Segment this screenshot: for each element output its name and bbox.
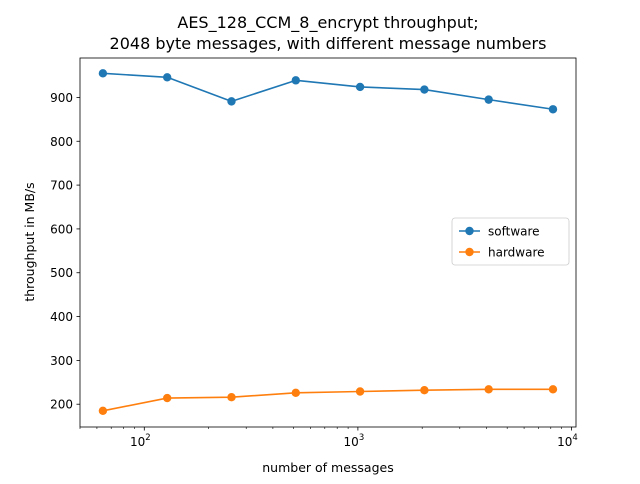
- x-tick-label-exponent: 2: [145, 433, 150, 443]
- series-line-software: [102, 72, 554, 111]
- legend: software hardware: [451, 217, 570, 266]
- data-point-hardware: [162, 393, 172, 403]
- y-tick-label: 200: [50, 398, 73, 412]
- data-point-software: [98, 69, 108, 78]
- y-tick-label: 700: [50, 179, 73, 193]
- x-tick-label: 103: [344, 433, 365, 449]
- axes-frame: [79, 57, 577, 428]
- x-tick-label: 102: [130, 433, 151, 449]
- chart-title-line-2: 2048 byte messages, with different messa…: [110, 34, 547, 53]
- data-point-hardware: [355, 387, 365, 396]
- data-point-hardware: [227, 392, 236, 402]
- data-point-software: [355, 82, 365, 92]
- legend-marker-hardware: [465, 247, 474, 257]
- y-tick-label: 400: [50, 310, 73, 324]
- x-tick-label-base: 10: [557, 435, 572, 449]
- data-point-software: [162, 73, 172, 82]
- data-point-software: [291, 76, 300, 85]
- y-tick-label: 300: [50, 354, 73, 368]
- data-point-software: [548, 105, 558, 114]
- legend-box: [451, 217, 570, 266]
- chart-title-line-1: AES_128_CCM_8_encrypt throughput;: [177, 13, 478, 33]
- x-tick-label-base: 10: [344, 435, 359, 449]
- series-line-hardware: [102, 388, 553, 412]
- data-point-software: [227, 97, 236, 106]
- data-point-hardware: [291, 388, 300, 398]
- y-tick-label: 900: [50, 91, 73, 105]
- legend-marker-software: [465, 226, 474, 236]
- x-tick-label: 104: [557, 433, 578, 449]
- data-point-hardware: [98, 406, 108, 415]
- data-point-hardware: [548, 385, 558, 394]
- data-point-hardware: [484, 385, 493, 394]
- y-tick-label: 800: [50, 135, 73, 149]
- data-point-software: [420, 85, 429, 94]
- data-point-hardware: [420, 385, 429, 395]
- legend-label-hardware: hardware: [488, 246, 545, 260]
- y-tick-label: 600: [50, 222, 73, 236]
- data-point-software: [484, 95, 493, 104]
- legend-label-software: software: [488, 225, 540, 239]
- x-tick-label-exponent: 4: [572, 433, 577, 443]
- x-axis-label: number of messages: [262, 460, 393, 475]
- y-tick-label: 500: [50, 266, 73, 280]
- x-tick-label-base: 10: [130, 435, 145, 449]
- y-axis-label: throughput in MB/s: [22, 182, 37, 301]
- x-tick-label-exponent: 3: [359, 433, 364, 443]
